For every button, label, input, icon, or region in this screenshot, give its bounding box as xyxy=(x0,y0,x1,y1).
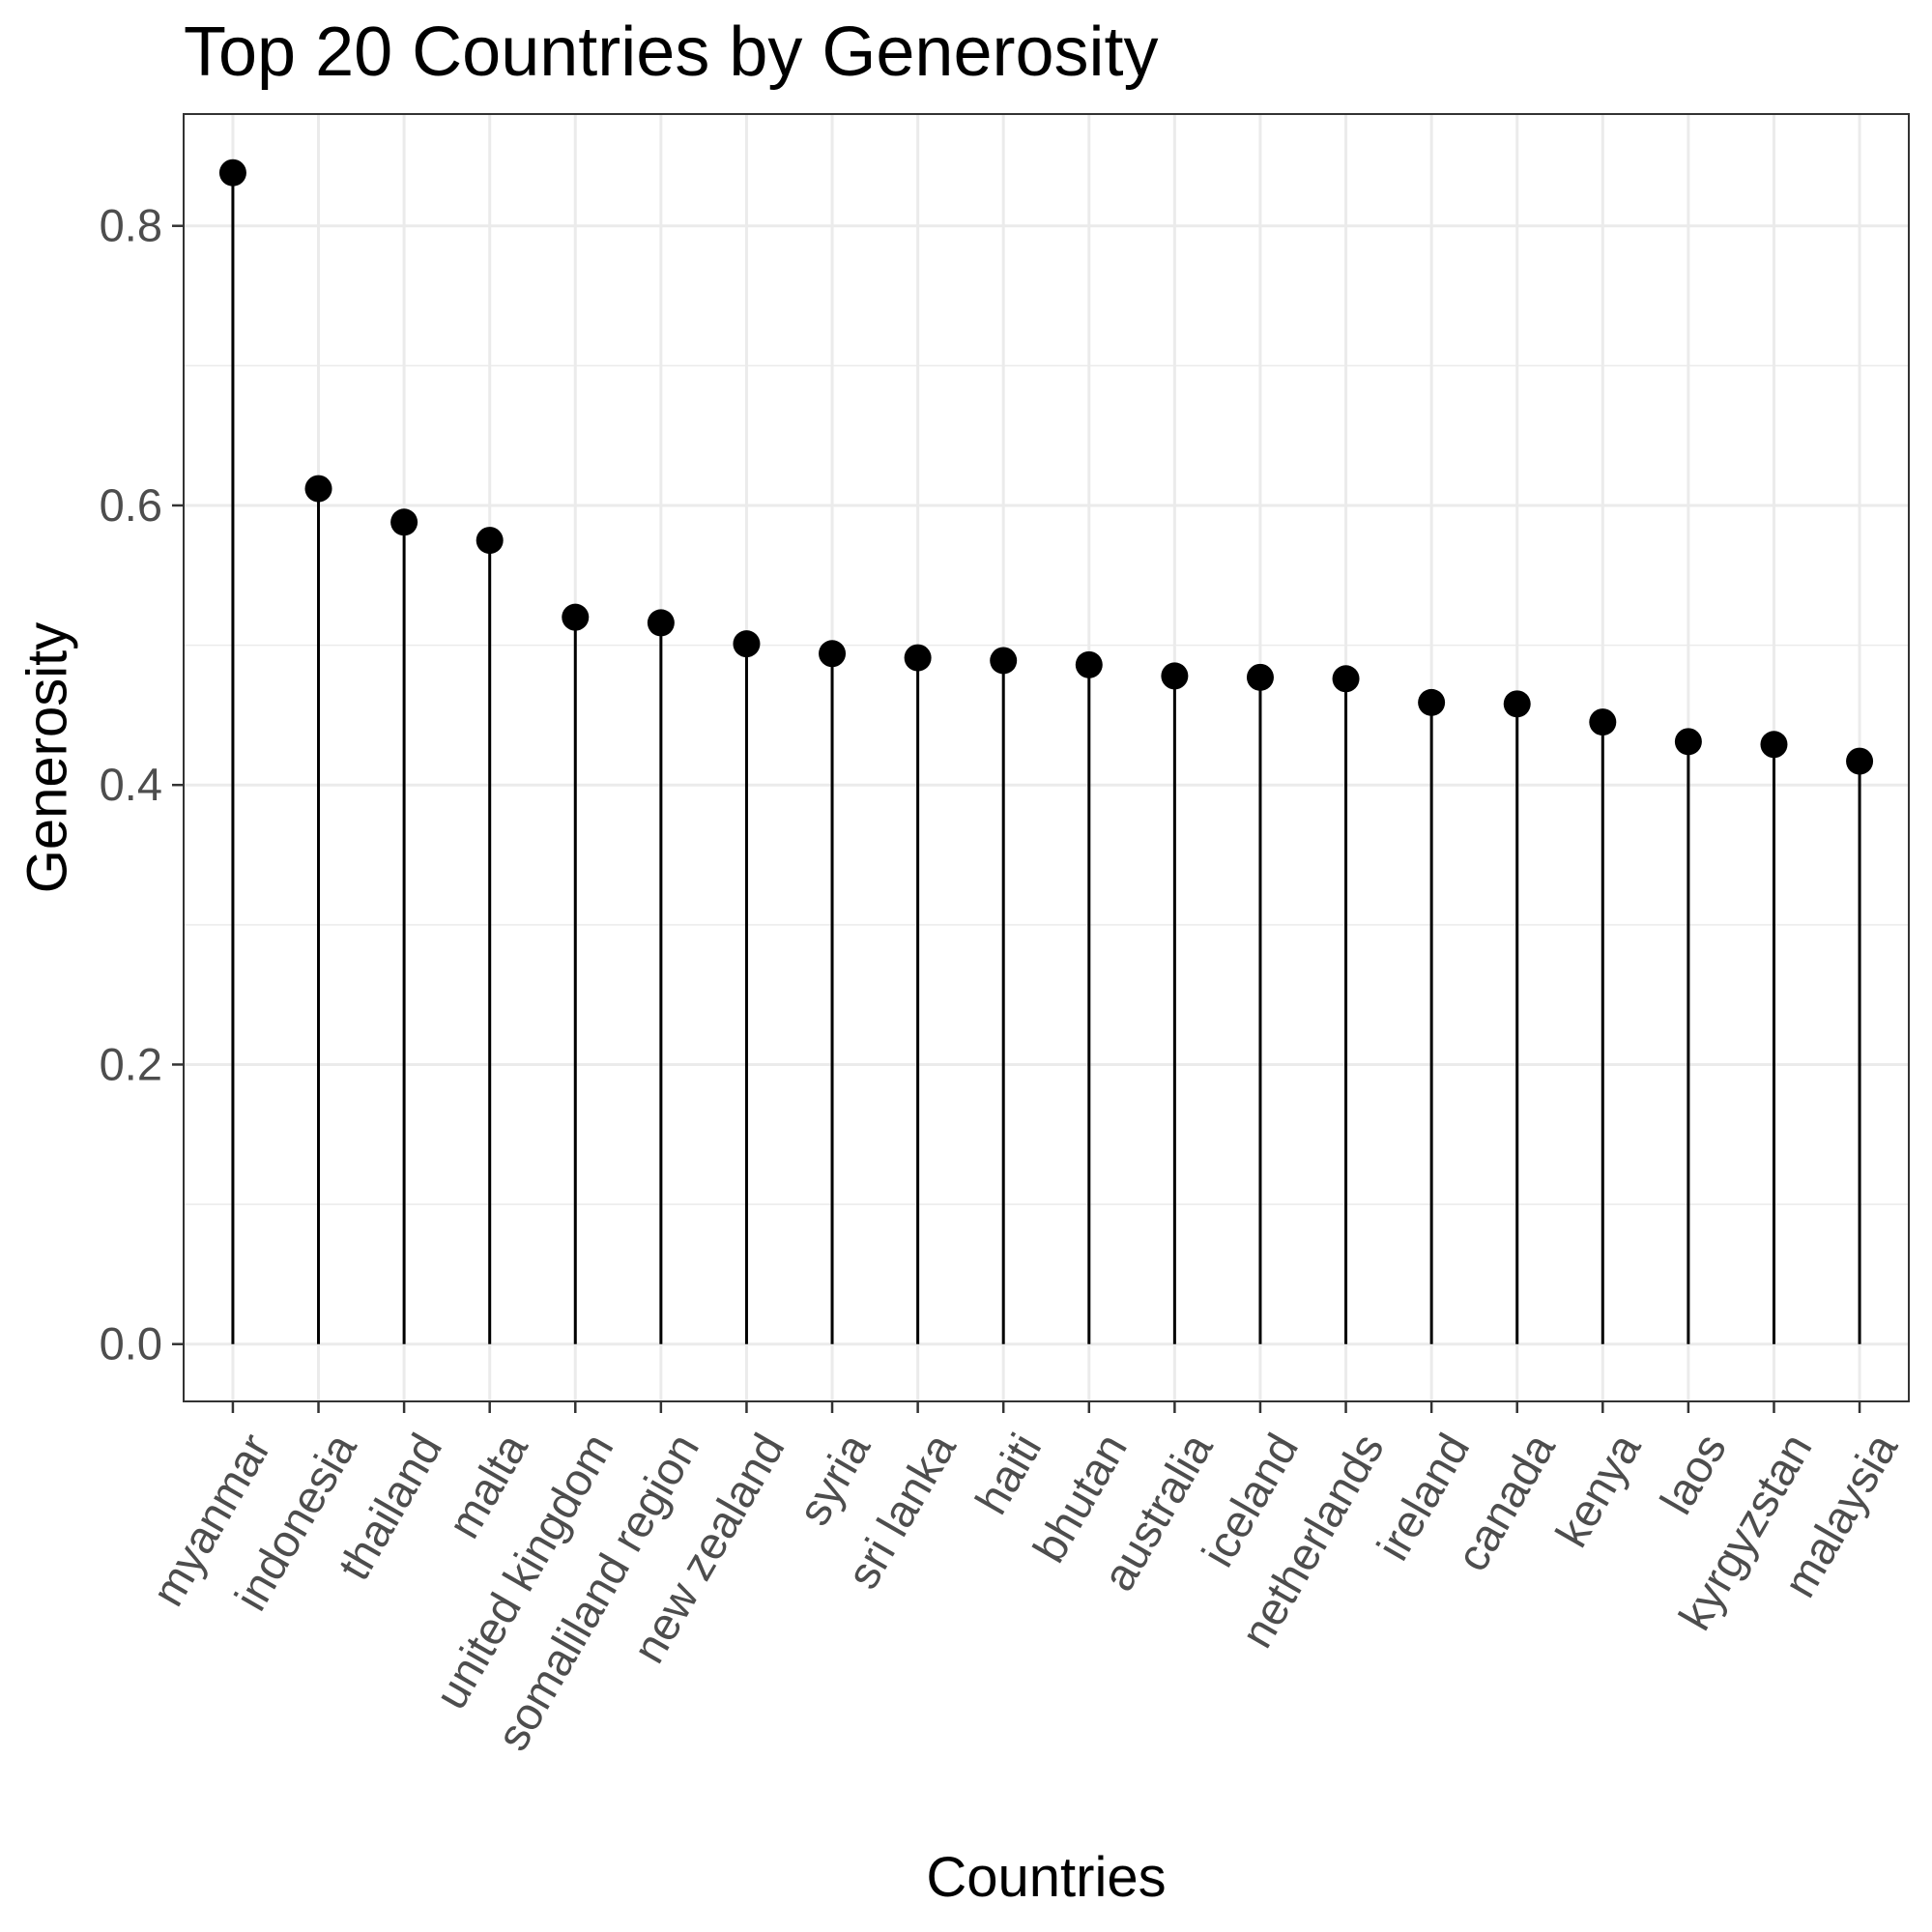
point-haiti xyxy=(990,647,1018,675)
grid-lines xyxy=(184,114,1909,1401)
plot-panel-border xyxy=(183,113,1910,1402)
point-syria xyxy=(819,640,847,668)
y-tick-label: 0.8 xyxy=(100,200,162,251)
x-tick-label: laos xyxy=(1650,1425,1736,1522)
point-myanmar xyxy=(218,159,246,187)
y-axis-ticks: 0.0 0.2 0.4 0.6 0.8 xyxy=(100,200,184,1370)
point-indonesia xyxy=(304,475,332,503)
x-tick-label: syria xyxy=(788,1424,880,1533)
point-malaysia xyxy=(1846,747,1874,775)
y-tick-label: 0.2 xyxy=(100,1038,162,1089)
point-bhutan xyxy=(1075,650,1103,678)
x-tick-label: haiti xyxy=(965,1425,1051,1522)
point-iceland xyxy=(1246,663,1274,691)
x-axis-title: Countries xyxy=(926,1846,1166,1909)
point-new-zealand xyxy=(733,630,761,658)
point-kenya xyxy=(1589,708,1617,736)
point-netherlands xyxy=(1332,665,1360,693)
point-united-kingdom xyxy=(562,603,590,631)
point-thailand xyxy=(390,508,418,536)
lollipop-stems xyxy=(231,172,1861,1344)
y-axis-title: Generosity xyxy=(15,622,78,893)
point-australia xyxy=(1161,662,1189,690)
lollipop-dots xyxy=(218,159,1874,775)
point-malta xyxy=(476,527,504,555)
point-canada xyxy=(1503,690,1531,718)
point-kyrgyzstan xyxy=(1760,731,1788,759)
y-tick-label: 0.6 xyxy=(100,479,162,531)
y-tick-label: 0.4 xyxy=(100,759,162,810)
chart-title: Top 20 Countries by Generosity xyxy=(184,14,1159,91)
point-somaliland-region xyxy=(647,609,675,637)
point-ireland xyxy=(1418,688,1446,716)
point-sri-lanka xyxy=(904,644,932,672)
x-tick-label: kenya xyxy=(1545,1424,1651,1555)
point-laos xyxy=(1674,728,1702,756)
y-tick-label: 0.0 xyxy=(100,1318,162,1370)
